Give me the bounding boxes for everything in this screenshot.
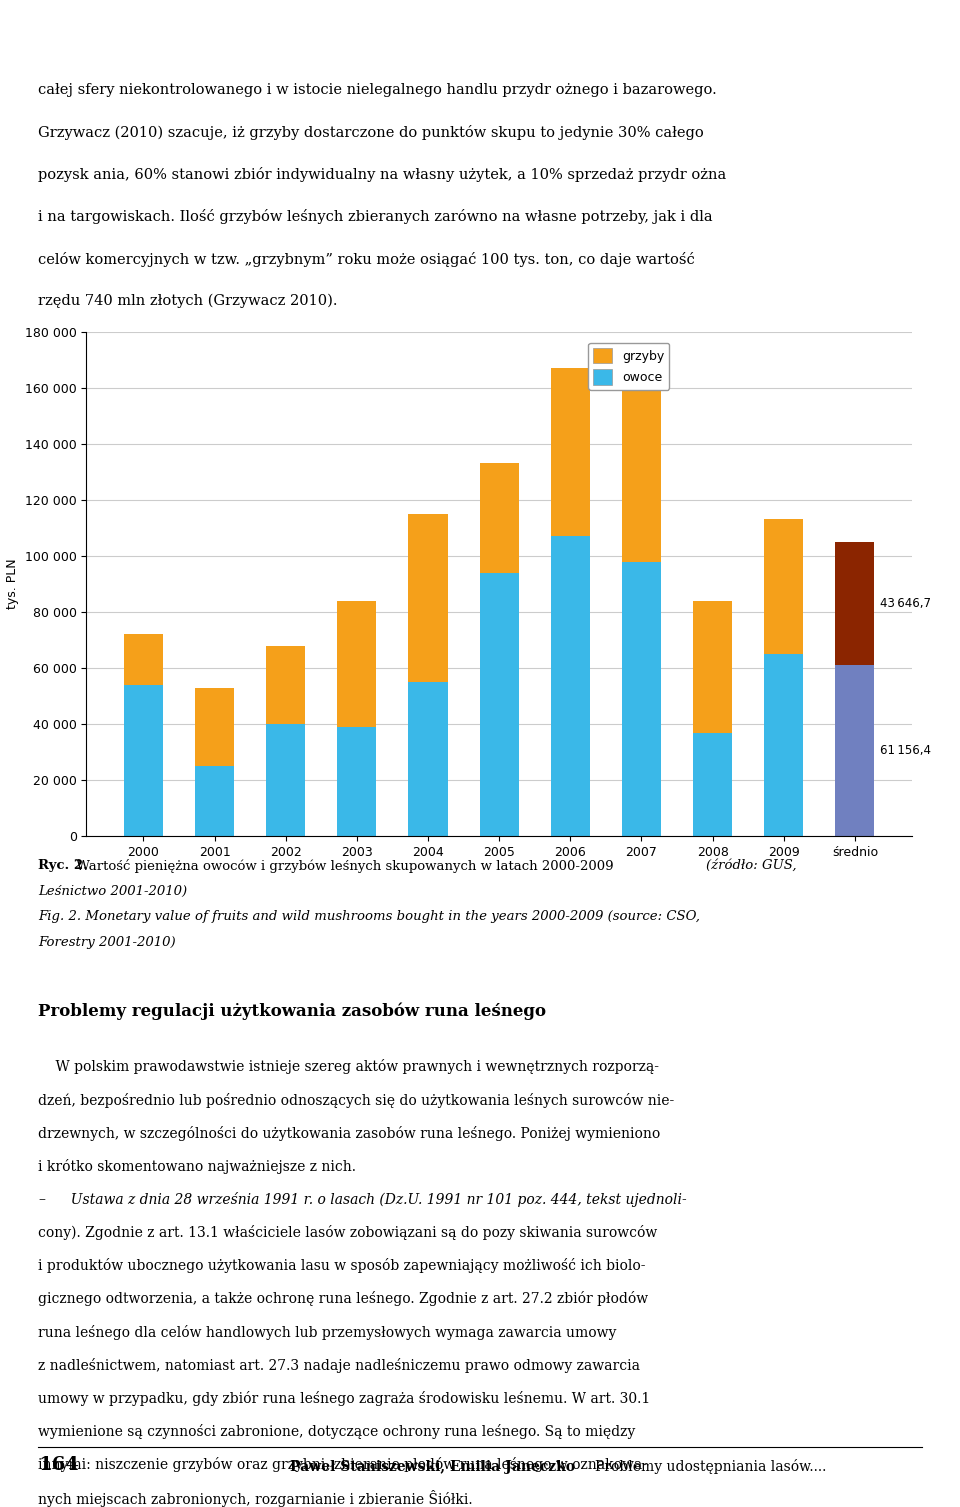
Bar <box>764 520 804 654</box>
Bar <box>337 726 376 836</box>
Text: 164: 164 <box>38 1456 80 1474</box>
Text: 43 646,7: 43 646,7 <box>880 597 931 610</box>
Text: drzewnych, w szczególności do użytkowania zasobów runa leśnego. Poniżej wymienio: drzewnych, w szczególności do użytkowani… <box>38 1126 660 1141</box>
Bar <box>124 634 163 684</box>
Text: 61 156,4: 61 156,4 <box>880 744 931 757</box>
Text: Leśnictwo 2001-2010): Leśnictwo 2001-2010) <box>38 885 187 898</box>
Text: i na targowiskach. Ilość grzybów leśnych zbieranych zarówno na własne potrzeby, : i na targowiskach. Ilość grzybów leśnych… <box>38 209 713 225</box>
Y-axis label: tys. PLN: tys. PLN <box>7 559 19 609</box>
Text: Forestry 2001-2010): Forestry 2001-2010) <box>38 936 176 949</box>
Bar <box>551 536 589 836</box>
Text: –: – <box>38 1192 45 1206</box>
Bar <box>622 562 661 836</box>
Bar <box>266 725 305 836</box>
Text: Wartość pieniężna owoców i grzybów leśnych skupowanych w latach 2000-2009: Wartość pieniężna owoców i grzybów leśny… <box>72 859 618 873</box>
Text: Grzywacz (2010) szacuje, iż grzyby dostarczone do punktów skupu to jedynie 30% c: Grzywacz (2010) szacuje, iż grzyby dosta… <box>38 125 704 140</box>
Text: Problemy regulacji użytkowania zasobów runa leśnego: Problemy regulacji użytkowania zasobów r… <box>38 1002 546 1020</box>
Text: i krótko skomentowano najważniejsze z nich.: i krótko skomentowano najważniejsze z ni… <box>38 1159 356 1174</box>
Text: Paweł Staniszewski, Emilia Janeczko: Paweł Staniszewski, Emilia Janeczko <box>290 1460 574 1474</box>
Bar <box>195 687 234 766</box>
Text: Problemy udostępniania lasów....: Problemy udostępniania lasów.... <box>595 1459 827 1474</box>
Text: celów komercyjnych w tzw. „grzybnym” roku może osiągać 100 tys. ton, co daje war: celów komercyjnych w tzw. „grzybnym” rok… <box>38 252 695 267</box>
Text: (źródło: GUS,: (źródło: GUS, <box>706 859 796 873</box>
Bar <box>480 573 518 836</box>
Text: Ryc. 2.: Ryc. 2. <box>38 859 88 873</box>
Text: z nadleśnictwem, natomiast art. 27.3 nadaje nadleśniczemu prawo odmowy zawarcia: z nadleśnictwem, natomiast art. 27.3 nad… <box>38 1358 640 1373</box>
Text: W polskim prawodawstwie istnieje szereg aktów prawnych i wewnętrznych rozporzą-: W polskim prawodawstwie istnieje szereg … <box>38 1059 660 1074</box>
Bar <box>409 683 447 836</box>
Bar <box>622 380 661 562</box>
Bar <box>124 684 163 836</box>
Text: umowy w przypadku, gdy zbiór runa leśnego zagraża środowisku leśnemu. W art. 30.: umowy w przypadku, gdy zbiór runa leśneg… <box>38 1391 651 1406</box>
Text: gicznego odtworzenia, a także ochronę runa leśnego. Zgodnie z art. 27.2 zbiór pł: gicznego odtworzenia, a także ochronę ru… <box>38 1291 649 1307</box>
Text: rzędu 740 mln złotych (Grzywacz 2010).: rzędu 740 mln złotych (Grzywacz 2010). <box>38 294 338 309</box>
Bar <box>195 766 234 836</box>
Bar <box>693 601 732 732</box>
Text: Ustawa z dnia 28 września 1991 r. o lasach (Dz.U. 1991 nr 101 poz. 444, tekst uj: Ustawa z dnia 28 września 1991 r. o lasa… <box>62 1192 687 1207</box>
Legend: grzyby, owoce: grzyby, owoce <box>588 342 669 390</box>
Bar <box>835 543 875 665</box>
Bar <box>337 601 376 726</box>
Bar <box>480 463 518 573</box>
Bar <box>693 732 732 836</box>
Bar <box>835 665 875 836</box>
Bar <box>764 654 804 836</box>
Bar <box>409 514 447 683</box>
Bar <box>266 645 305 725</box>
Text: runa leśnego dla celów handlowych lub przemysłowych wymaga zawarcia umowy: runa leśnego dla celów handlowych lub pr… <box>38 1325 616 1340</box>
Text: Fig. 2. Monetary value of fruits and wild mushrooms bought in the years 2000-200: Fig. 2. Monetary value of fruits and wil… <box>38 910 701 924</box>
Text: nych miejscach zabronionych, rozgarnianie i zbieranie Ŝiółki.: nych miejscach zabronionych, rozgarniani… <box>38 1490 473 1507</box>
Bar <box>551 368 589 536</box>
Text: dzeń, bezpośrednio lub pośrednio odnoszących się do użytkowania leśnych surowców: dzeń, bezpośrednio lub pośrednio odnoszą… <box>38 1093 675 1108</box>
Text: całej sfery niekontrolowanego i w istocie nielegalnego handlu przydr ożnego i ba: całej sfery niekontrolowanego i w istoci… <box>38 83 717 96</box>
Text: pozysk ania, 60% stanowi zbiór indywidualny na własny użytek, a 10% sprzedaż prz: pozysk ania, 60% stanowi zbiór indywidua… <box>38 167 727 182</box>
Text: wymienione są czynności zabronione, dotyczące ochrony runa leśnego. Są to między: wymienione są czynności zabronione, doty… <box>38 1424 636 1439</box>
Text: innymi: niszczenie grzybów oraz grzybni, zbieranie płodów runa leśnego w oznakow: innymi: niszczenie grzybów oraz grzybni,… <box>38 1457 647 1472</box>
Text: i produktów ubocznego użytkowania lasu w sposób zapewniający możliwość ich biolo: i produktów ubocznego użytkowania lasu w… <box>38 1258 646 1273</box>
Text: cony). Zgodnie z art. 13.1 właściciele lasów zobowiązani są do pozy skiwania sur: cony). Zgodnie z art. 13.1 właściciele l… <box>38 1225 658 1240</box>
